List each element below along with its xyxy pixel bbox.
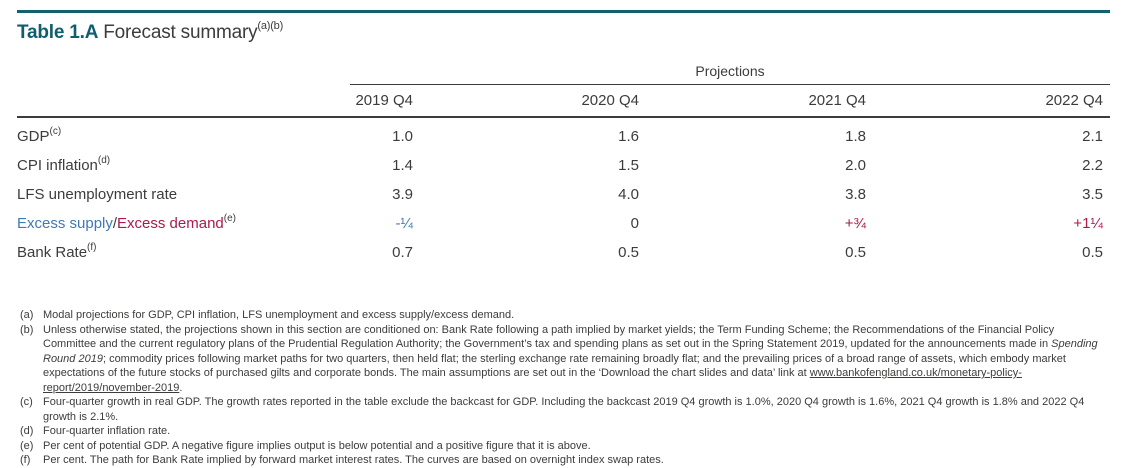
footnote-e: (e) Per cent of potential GDP. A negativ… <box>17 439 1110 454</box>
footnote-marker-c: (c) <box>20 396 33 408</box>
row-cpi-inflation: CPI inflation(d) 1.4 1.5 2.0 2.2 <box>17 151 1110 180</box>
row-label-text: LFS unemployment rate <box>17 186 178 203</box>
footnote-b-text-part-1: Unless otherwise stated, the projections… <box>43 323 1055 351</box>
cell-gdp-2019q4: 1.0 <box>392 128 413 145</box>
footnote-b-text: Unless otherwise stated, the projections… <box>43 323 1110 396</box>
footnote-b-text-part-3: . <box>179 381 183 394</box>
footnote-marker-e: (e) <box>20 439 34 452</box>
cell-cpi-2020q4: 1.5 <box>618 157 639 174</box>
footnote-d-text: Four-quarter inflation rate. <box>43 425 171 437</box>
row-label-text: CPI inflation <box>17 157 98 174</box>
column-header-2019-q4: 2019 Q4 <box>350 84 540 118</box>
footnote-marker-b: (b) <box>20 323 34 336</box>
column-header-2021-q4: 2021 Q4 <box>730 84 920 118</box>
cell-lfs-2021q4: 3.8 <box>845 186 866 203</box>
footnote-d: (d) Four-quarter inflation rate. <box>17 424 1110 439</box>
boe-link-part-2[interactable]: monetary-policy-report/2019/november-201… <box>43 367 1022 394</box>
footnote-marker-a: (a) <box>20 309 34 321</box>
footnote-marker-d: (d) <box>20 425 34 437</box>
footnote-ref-d: (d) <box>97 155 111 166</box>
cell-lfs-2022q4: 3.5 <box>1082 186 1104 203</box>
column-header-2022-q4: 2022 Q4 <box>920 84 1111 118</box>
cell-bank-rate-2019q4: 0.7 <box>392 244 413 261</box>
cell-excess-2022q4: +1¼ <box>1073 215 1104 232</box>
cell-lfs-2019q4: 3.9 <box>392 186 413 203</box>
forecast-table: Projections 2019 Q4 2020 Q4 2021 Q4 2022… <box>17 63 1111 267</box>
footnote-b-italic-spending-round: Spending Round 2019 <box>43 338 1098 365</box>
cell-gdp-2020q4: 1.6 <box>618 128 639 145</box>
footnote-a: (a) Modal projections for GDP, CPI infla… <box>17 308 1110 323</box>
row-label-bank-rate: Bank Rate(f) <box>17 238 350 267</box>
cell-bank-rate-2021q4: 0.5 <box>845 244 866 261</box>
footnote-b: (b) Unless otherwise stated, the project… <box>17 323 1110 396</box>
footnote-a-text: Modal projections for GDP, CPI inflation… <box>43 309 515 321</box>
row-gdp: GDP(c) 1.0 1.6 1.8 2.1 <box>17 117 1110 151</box>
cell-cpi-2021q4: 2.0 <box>845 157 866 174</box>
footnote-e-text: Per cent of potential GDP. A negative fi… <box>43 439 591 452</box>
row-label-text: Bank Rate <box>17 244 88 261</box>
page-title: Table 1.A Forecast summary(a)(b) <box>17 20 1110 44</box>
footnote-f: (f) Per cent. The path for Bank Rate imp… <box>17 453 1110 468</box>
row-excess-supply-demand: Excess supply/Excess demand(e) -¼ 0 +¾ +… <box>17 209 1110 238</box>
excess-supply-label: Excess supply <box>17 215 113 232</box>
cell-bank-rate-2020q4: 0.5 <box>618 244 639 261</box>
cell-cpi-2019q4: 1.4 <box>392 157 413 174</box>
row-label-lfs-unemployment: LFS unemployment rate <box>17 180 350 209</box>
cell-gdp-2022q4: 2.1 <box>1082 128 1104 145</box>
table-number: Table 1.A <box>17 22 99 43</box>
column-header-2020-q4: 2020 Q4 <box>540 84 730 118</box>
title-footnote-refs: (a)(b) <box>257 20 284 32</box>
footnote-c: (c) Four-quarter growth in real GDP. The… <box>17 395 1110 424</box>
row-bank-rate: Bank Rate(f) 0.7 0.5 0.5 0.5 <box>17 238 1110 267</box>
cell-bank-rate-2022q4: 0.5 <box>1082 244 1104 261</box>
row-label-text: GDP <box>17 128 50 145</box>
cell-excess-2021q4: +¾ <box>844 215 866 232</box>
footnote-ref-e: (e) <box>223 213 237 224</box>
footnote-ref-f: (f) <box>87 242 97 253</box>
table-title-text: Forecast summary <box>103 22 258 43</box>
row-lfs-unemployment: LFS unemployment rate 3.9 4.0 3.8 3.5 <box>17 180 1110 209</box>
footnote-f-text: Per cent. The path for Bank Rate implied… <box>43 454 664 466</box>
cell-lfs-2020q4: 4.0 <box>618 186 639 203</box>
cell-gdp-2021q4: 1.8 <box>845 128 866 145</box>
projections-spacer <box>17 63 350 85</box>
row-label-gdp: GDP(c) <box>17 117 350 151</box>
footnote-b-text-part-2: ; commodity prices following market path… <box>43 352 1066 380</box>
row-label-excess-supply-demand: Excess supply/Excess demand(e) <box>17 209 350 238</box>
boe-link-part-1[interactable]: www.bankofengland.co.uk/ <box>809 367 941 379</box>
excess-label-separator: / <box>112 215 118 232</box>
projections-header: Projections <box>350 63 1111 85</box>
footnote-marker-f: (f) <box>20 454 31 466</box>
excess-demand-label: Excess demand <box>117 215 224 232</box>
footnote-ref-c: (c) <box>49 126 62 137</box>
column-header-row: 2019 Q4 2020 Q4 2021 Q4 2022 Q4 <box>17 84 1111 118</box>
row-label-cpi-inflation: CPI inflation(d) <box>17 151 350 180</box>
label-column-spacer <box>17 84 350 118</box>
cell-excess-2019q4: -¼ <box>395 215 413 232</box>
cell-excess-2020q4: 0 <box>630 215 639 232</box>
section-top-rule <box>17 10 1110 13</box>
footnote-c-text: Four-quarter growth in real GDP. The gro… <box>43 396 1085 423</box>
footnotes: (a) Modal projections for GDP, CPI infla… <box>17 308 1110 468</box>
cell-cpi-2022q4: 2.2 <box>1082 157 1104 174</box>
projections-header-row: Projections <box>17 63 1111 85</box>
